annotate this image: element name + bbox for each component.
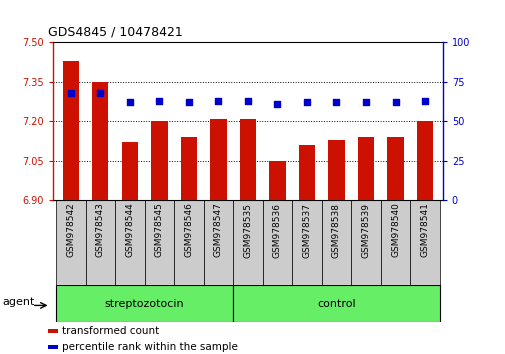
Point — [96, 90, 104, 96]
Text: agent: agent — [3, 297, 35, 307]
Bar — [416, 121, 432, 200]
Bar — [122, 142, 138, 200]
Bar — [262, 200, 291, 285]
Bar — [56, 285, 233, 322]
Point — [302, 99, 311, 105]
Bar — [387, 137, 403, 200]
Text: GSM978542: GSM978542 — [66, 202, 75, 257]
Text: GSM978537: GSM978537 — [302, 202, 311, 258]
Bar — [85, 200, 115, 285]
Text: streptozotocin: streptozotocin — [105, 298, 184, 309]
Bar — [92, 82, 108, 200]
Text: GSM978544: GSM978544 — [125, 202, 134, 257]
Bar — [144, 200, 174, 285]
Bar — [357, 137, 373, 200]
Text: GSM978535: GSM978535 — [243, 202, 252, 258]
Text: percentile rank within the sample: percentile rank within the sample — [62, 342, 237, 352]
Bar — [115, 200, 144, 285]
Bar — [410, 200, 439, 285]
Bar — [298, 145, 315, 200]
Text: transformed count: transformed count — [62, 326, 159, 336]
Bar — [151, 121, 167, 200]
Bar — [56, 200, 85, 285]
Point — [391, 99, 399, 105]
Text: GSM978539: GSM978539 — [361, 202, 370, 258]
Bar — [63, 61, 79, 200]
Text: control: control — [317, 298, 355, 309]
Bar — [380, 200, 410, 285]
Bar — [328, 139, 344, 200]
Point — [420, 98, 428, 104]
Point — [273, 101, 281, 107]
Text: GSM978541: GSM978541 — [420, 202, 429, 257]
Bar — [233, 200, 262, 285]
Text: GSM978547: GSM978547 — [214, 202, 223, 257]
Point — [332, 99, 340, 105]
Point — [361, 99, 369, 105]
Point — [214, 98, 222, 104]
Text: GSM978543: GSM978543 — [95, 202, 105, 257]
Point — [184, 99, 192, 105]
Bar — [350, 200, 380, 285]
Text: GDS4845 / 10478421: GDS4845 / 10478421 — [48, 26, 182, 39]
Bar — [210, 119, 226, 200]
Bar — [48, 330, 58, 333]
Point — [243, 98, 251, 104]
Bar — [321, 200, 350, 285]
Bar — [203, 200, 233, 285]
Text: GSM978536: GSM978536 — [272, 202, 281, 258]
Bar — [48, 346, 58, 349]
Bar — [180, 137, 196, 200]
Text: GSM978545: GSM978545 — [155, 202, 164, 257]
Point — [67, 90, 75, 96]
Point — [126, 99, 134, 105]
Bar — [269, 161, 285, 200]
Bar — [239, 119, 256, 200]
Bar — [292, 200, 321, 285]
Bar — [233, 285, 439, 322]
Point — [155, 98, 163, 104]
Text: GSM978540: GSM978540 — [390, 202, 399, 257]
Text: GSM978546: GSM978546 — [184, 202, 193, 257]
Bar — [174, 200, 203, 285]
Text: GSM978538: GSM978538 — [331, 202, 340, 258]
